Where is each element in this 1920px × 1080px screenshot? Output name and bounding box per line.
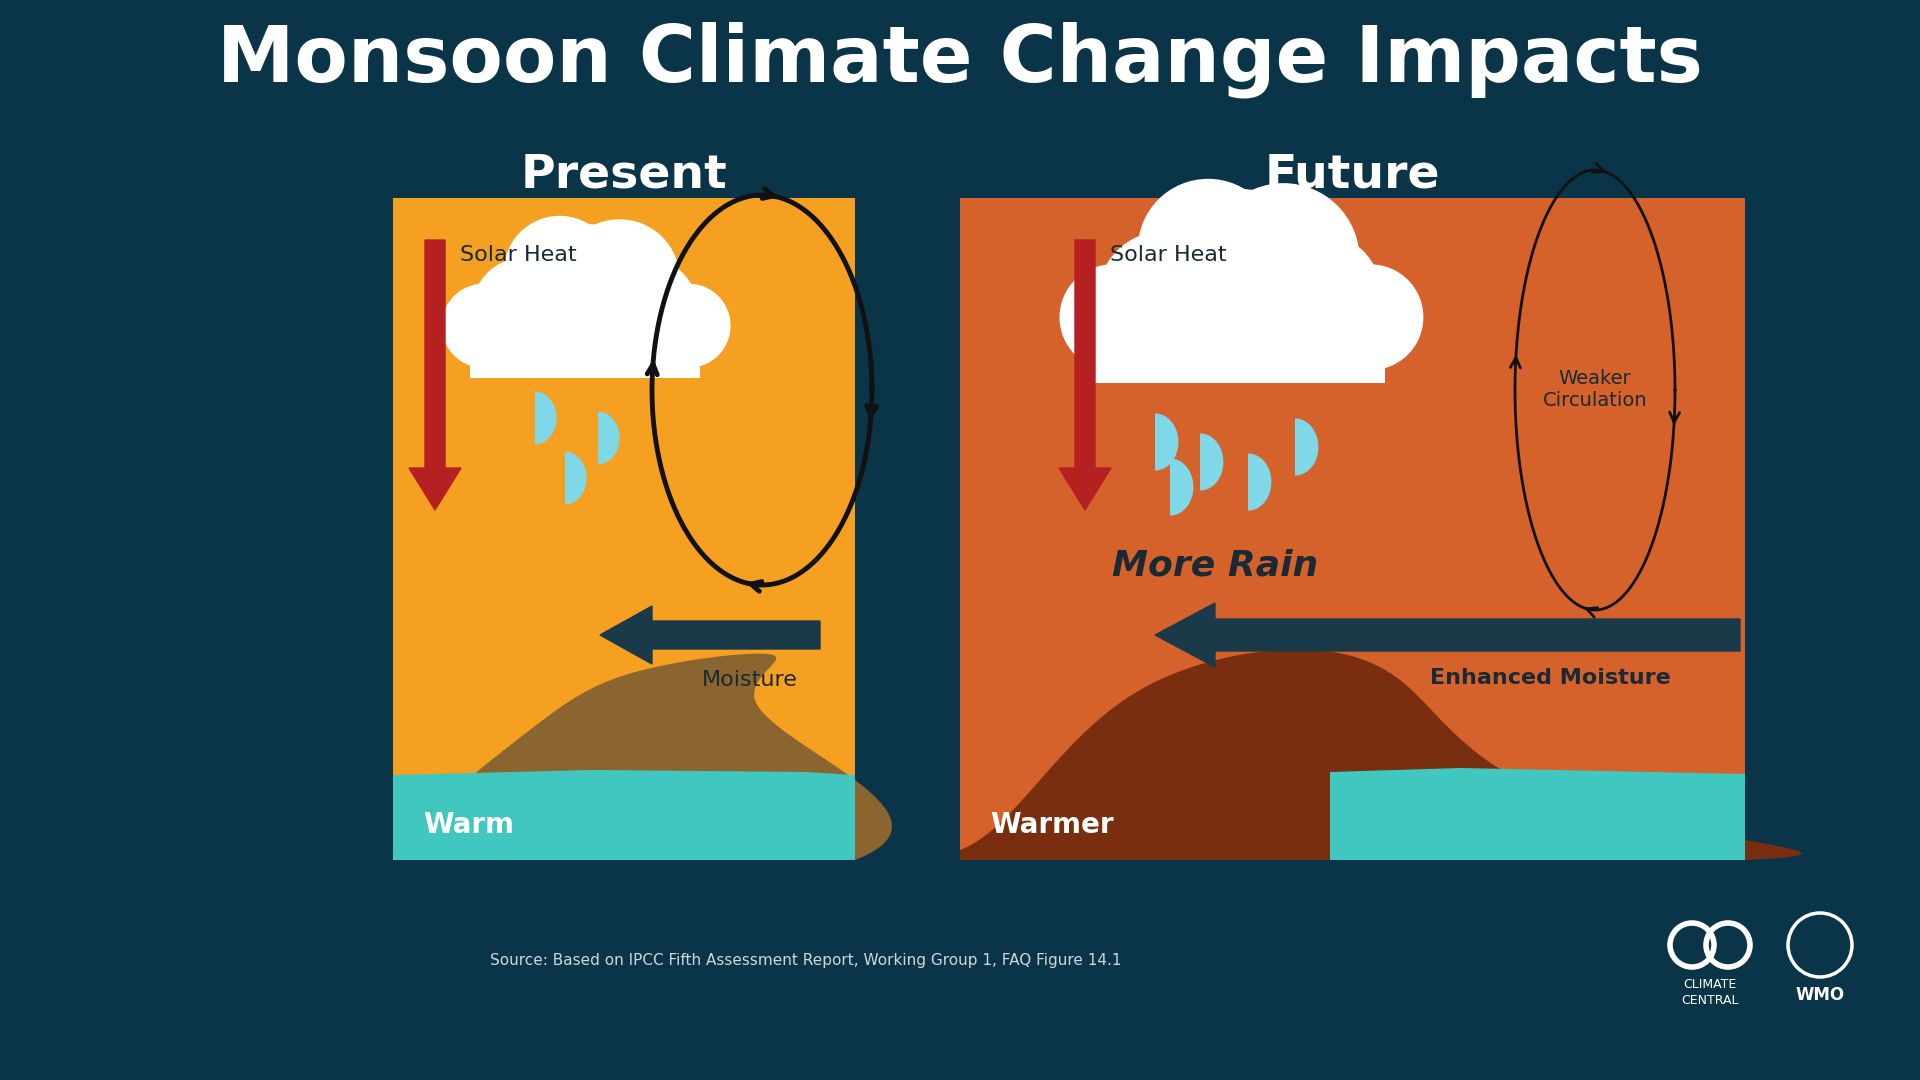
Circle shape: [505, 216, 614, 327]
Circle shape: [561, 220, 680, 339]
Polygon shape: [564, 451, 588, 524]
Text: Weaker
Circulation: Weaker Circulation: [1542, 369, 1647, 410]
Polygon shape: [597, 411, 620, 484]
Circle shape: [1156, 190, 1325, 357]
Polygon shape: [1200, 433, 1223, 512]
Text: Warm: Warm: [422, 811, 515, 839]
Circle shape: [1319, 265, 1423, 369]
Text: Moisture: Moisture: [703, 670, 799, 690]
Text: Enhanced Moisture: Enhanced Moisture: [1430, 669, 1670, 688]
Polygon shape: [1331, 768, 1745, 860]
Text: WMO: WMO: [1795, 986, 1845, 1004]
Polygon shape: [536, 392, 557, 463]
Circle shape: [1208, 184, 1359, 335]
Text: CLIMATE: CLIMATE: [1684, 978, 1736, 991]
Polygon shape: [1294, 418, 1319, 497]
FancyBboxPatch shape: [394, 198, 854, 860]
FancyBboxPatch shape: [960, 198, 1745, 860]
Circle shape: [1139, 179, 1277, 319]
Polygon shape: [960, 649, 1801, 860]
Text: Monsoon Climate Change Impacts: Monsoon Climate Change Impacts: [217, 22, 1703, 98]
Text: Solar Heat: Solar Heat: [461, 245, 576, 265]
Circle shape: [472, 258, 578, 364]
Polygon shape: [1156, 414, 1179, 491]
FancyArrow shape: [599, 606, 820, 664]
Text: Warmer: Warmer: [991, 811, 1114, 839]
Text: More Rain: More Rain: [1112, 548, 1319, 582]
Circle shape: [1248, 232, 1382, 365]
Text: Present: Present: [520, 152, 728, 198]
Circle shape: [647, 284, 730, 367]
Text: Solar Heat: Solar Heat: [1110, 245, 1227, 265]
Text: Future: Future: [1265, 152, 1440, 198]
FancyBboxPatch shape: [470, 309, 701, 378]
FancyArrow shape: [409, 240, 461, 510]
Circle shape: [442, 284, 526, 367]
Polygon shape: [1248, 454, 1271, 531]
FancyArrow shape: [1060, 240, 1112, 510]
Circle shape: [518, 225, 651, 357]
FancyArrow shape: [1156, 603, 1740, 667]
FancyBboxPatch shape: [1094, 296, 1384, 382]
Polygon shape: [394, 770, 854, 860]
Circle shape: [1098, 232, 1231, 365]
Polygon shape: [1169, 458, 1194, 537]
Text: CENTRAL: CENTRAL: [1682, 994, 1740, 1007]
Circle shape: [591, 258, 697, 364]
Circle shape: [1060, 265, 1165, 369]
Polygon shape: [394, 653, 893, 860]
Text: Source: Based on IPCC Fifth Assessment Report, Working Group 1, FAQ Figure 14.1: Source: Based on IPCC Fifth Assessment R…: [490, 953, 1121, 968]
